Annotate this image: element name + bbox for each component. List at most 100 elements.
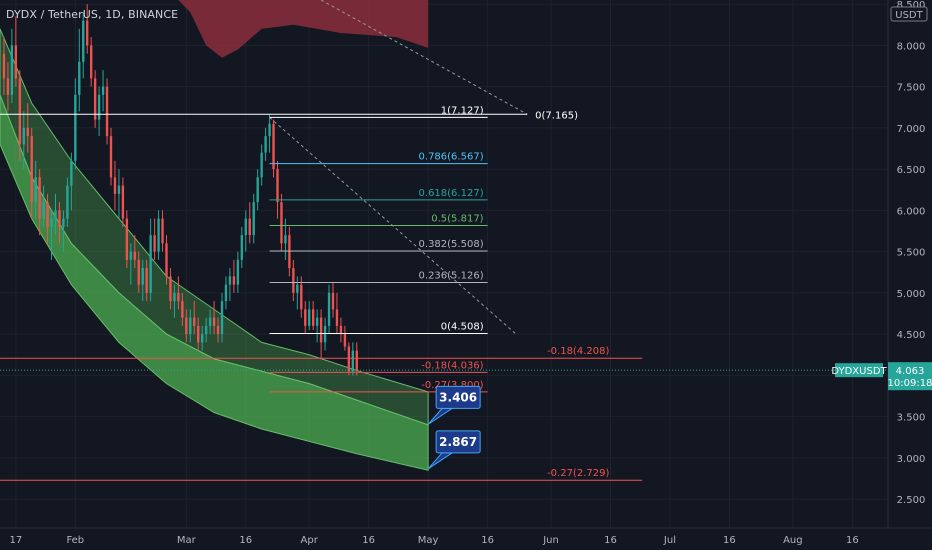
time-tick-label: Mar (177, 535, 197, 546)
candle-body (288, 235, 291, 269)
price-tick-label: 3.000 (897, 454, 926, 465)
candle-body (58, 210, 61, 227)
candle-body (10, 45, 14, 95)
candlestick-series (2, 4, 358, 376)
candle-body (97, 94, 101, 120)
time-tick-label: Feb (66, 535, 84, 546)
candle-body (46, 202, 49, 227)
fib-label: -0.27(3.800) (421, 380, 483, 391)
time-tick-label: Apr (301, 535, 319, 546)
candle-body (236, 259, 240, 285)
price-tick-label: 3.500 (897, 413, 926, 424)
candle-body (105, 86, 109, 137)
candle-body (42, 202, 45, 219)
fib-label: 0.236(5.126) (419, 270, 484, 281)
candle-body (173, 292, 176, 302)
candle-body (34, 177, 37, 203)
symbol-tag-label: DYDXUSDT (831, 366, 887, 377)
candle-body (311, 309, 315, 326)
fib-label: 1(7.127) (441, 105, 484, 116)
price-tick-label: 5.500 (897, 248, 926, 259)
candle-body (276, 169, 279, 203)
candle-body (204, 325, 208, 335)
price-tick-label: 6.500 (897, 165, 926, 176)
candle-body (323, 325, 327, 343)
candle-body (14, 45, 18, 79)
candle-body (62, 218, 65, 227)
candle-body (284, 235, 287, 244)
time-tick-label: 16 (362, 535, 375, 546)
candle-body (70, 160, 73, 186)
fib-levels: 1(7.127) 0.786(6.567) 0.618(6.127) 0.5(5.81… (0, 105, 888, 481)
candle-body (50, 218, 53, 227)
callout-label: 2.867 (439, 435, 477, 449)
red-cloud (178, 0, 429, 58)
candle-body (308, 309, 311, 326)
candle-body (137, 259, 140, 285)
price-tag (888, 362, 932, 391)
extra-level-label: -0.18(4.208) (547, 346, 609, 357)
callout-label: 3.406 (439, 390, 477, 404)
candle-body (193, 317, 196, 326)
candle-body (189, 317, 192, 335)
price-axis[interactable]: 8.500 8.000 7.500 7.000 6.500 6.000 5.500 5.000… (831, 0, 932, 528)
candle-body (129, 251, 133, 260)
time-tick-label: 16 (723, 535, 736, 546)
candle-body (327, 292, 331, 326)
candle-body (86, 20, 89, 46)
candle-body (268, 123, 271, 137)
time-tick-label: 17 (9, 535, 22, 546)
time-tick-label: 16 (846, 535, 859, 546)
time-tick-label: Aug (783, 535, 803, 546)
price-tick-label: 4.500 (897, 330, 926, 341)
callout-box (435, 430, 481, 454)
fib-label: 0(4.508) (441, 321, 484, 332)
candle-body (335, 309, 339, 326)
candle-body (74, 94, 77, 161)
callout-box (435, 385, 481, 409)
candle-body (165, 243, 168, 277)
price-tag-value: 4.063 (896, 366, 925, 377)
candle-body (177, 292, 180, 302)
candle-body (212, 317, 216, 326)
candle-body (89, 45, 93, 79)
candle-body (197, 325, 200, 343)
candle-body (141, 268, 144, 285)
time-tick-label: May (418, 535, 439, 546)
time-tick-label: 16 (604, 535, 617, 546)
candle-body (319, 317, 323, 343)
chart-overlays (0, 0, 528, 471)
symbol-title[interactable]: DYDX / TetherUS, 1D, BINANCE (6, 8, 179, 21)
candle-body (292, 268, 295, 293)
candle-body (300, 284, 303, 310)
candle-body (280, 202, 283, 244)
candle-body (66, 185, 69, 219)
fib-top-label: 0(7.165) (535, 110, 578, 121)
price-tick-label: 8.000 (897, 41, 926, 52)
time-tick-label: 16 (481, 535, 494, 546)
candle-body (18, 78, 22, 145)
time-tick-label: Jun (542, 535, 559, 546)
candle-body (228, 276, 232, 285)
candle-body (169, 276, 172, 302)
price-tick-label: 6.000 (897, 206, 926, 217)
candle-body (224, 284, 228, 302)
unit-box (890, 6, 928, 22)
candle-body (256, 177, 259, 203)
candle-body (54, 210, 57, 219)
candle-body (315, 317, 319, 326)
symbol-tag (835, 363, 883, 378)
candle-body (117, 185, 121, 194)
fib-label: 0.382(5.508) (419, 239, 484, 250)
candle-body (296, 284, 299, 293)
candle-body (26, 127, 29, 137)
candle-body (347, 346, 351, 372)
fib-label: 0.618(6.127) (419, 188, 484, 199)
candle-body (220, 301, 224, 335)
time-axis[interactable]: 17 Feb Mar 16 Apr 16 May 16 Jun 16 Jul 16 Aug 16 (0, 527, 932, 546)
fib-label: 0.786(6.567) (419, 152, 484, 163)
time-tick-label: 16 (239, 535, 252, 546)
candle-body (252, 202, 255, 236)
candle-body (121, 185, 125, 219)
